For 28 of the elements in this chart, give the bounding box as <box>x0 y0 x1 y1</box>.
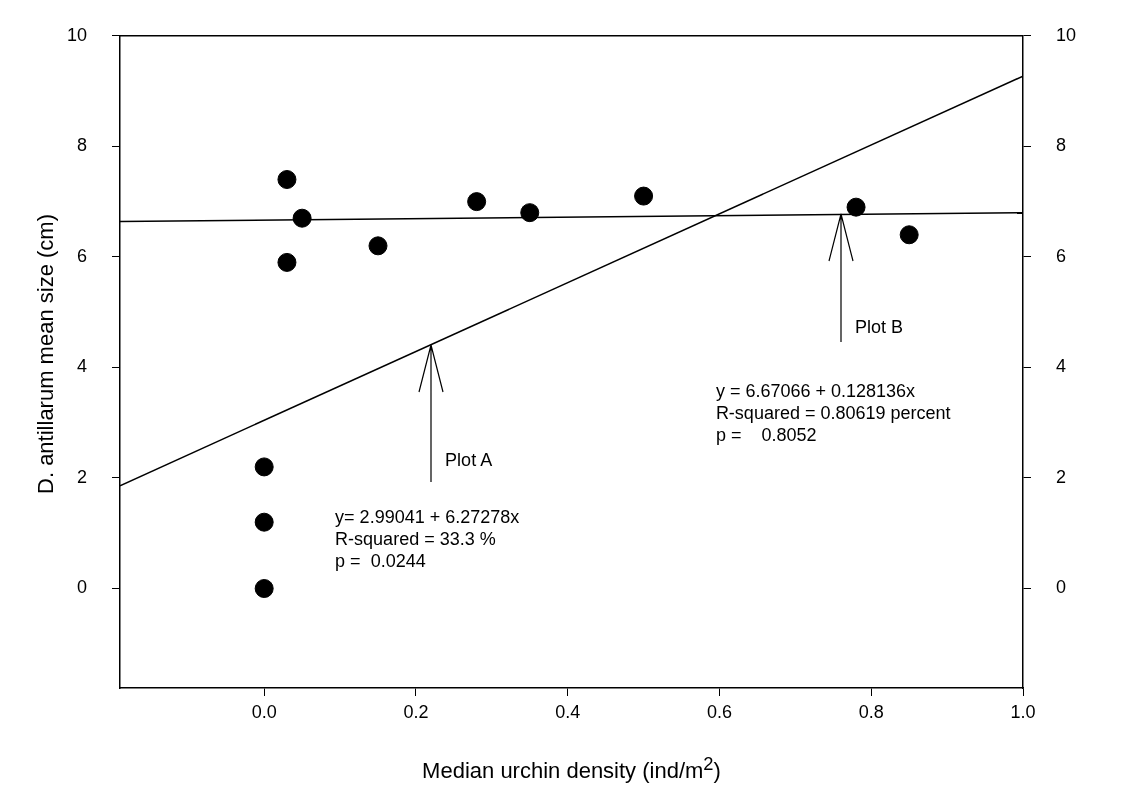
y-tick-label: 2 <box>76 466 87 487</box>
annotation: R-squared = 0.80619 percent <box>715 403 951 425</box>
annotation: y= 2.99041 + 6.27278x <box>335 506 520 528</box>
y-tick-label: 8 <box>76 135 87 156</box>
y2-tick-label: 4 <box>1056 356 1067 377</box>
x-tick-label: 0.2 <box>403 701 429 722</box>
y-tick-label: 0 <box>76 577 87 598</box>
x-tick-label: 0.6 <box>706 701 732 722</box>
annotation: p = 0.0244 <box>335 550 426 572</box>
y2-tick-label: 2 <box>1056 466 1067 487</box>
annotation: Plot A <box>445 449 493 471</box>
x-tick-label: 0.4 <box>555 701 581 722</box>
x-axis-title: Median urchin density (ind/m$^{2}$) <box>421 752 722 786</box>
y-tick-label: 6 <box>76 245 87 266</box>
y-tick-label: 4 <box>76 356 87 377</box>
annotation: Plot B <box>854 317 903 339</box>
x-tick-label: 1.0 <box>1010 701 1036 722</box>
annotation: p = 0.8052 <box>715 425 817 447</box>
x-tick-label: 0.8 <box>858 701 884 722</box>
y-tick-label: 10 <box>66 24 87 45</box>
annotation: R-squared = 33.3 % <box>335 528 496 550</box>
y2-tick-label: 0 <box>1056 577 1067 598</box>
y2-tick-label: 10 <box>1056 24 1077 45</box>
y-axis-title: D. antillarum mean size (cm) <box>33 214 59 494</box>
annotation: y = 6.67066 + 0.128136x <box>715 381 916 403</box>
y2-tick-label: 8 <box>1056 135 1067 156</box>
x-tick-label: 0.0 <box>251 701 277 722</box>
y2-tick-label: 6 <box>1056 245 1067 266</box>
